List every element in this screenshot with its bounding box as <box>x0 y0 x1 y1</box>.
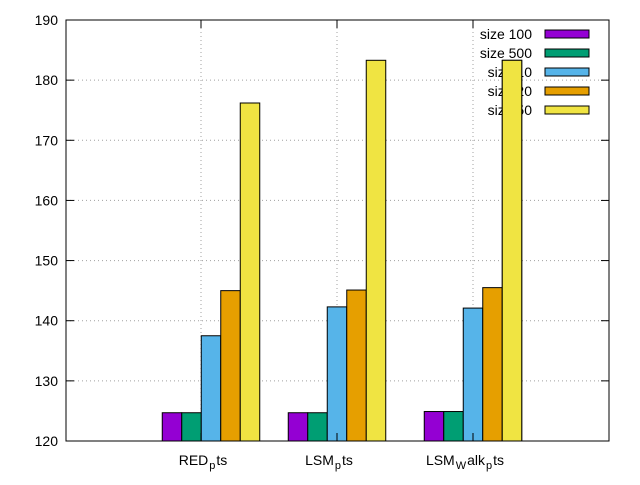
y-tick-label: 170 <box>35 132 59 148</box>
bar-overlay-size-50-2 <box>501 59 523 442</box>
bar-size-100-2 <box>423 411 445 442</box>
bar-size-50-0 <box>239 102 261 442</box>
bars-overlay <box>501 59 523 442</box>
axes: 120 130 140 150 160 170 180 190 REDpts LSMpts LSMW… <box>35 12 610 472</box>
x-category-label: LSMpts <box>305 452 353 472</box>
bar-size-100-1 <box>287 412 309 442</box>
bar-size-50-1 <box>365 59 387 442</box>
bar-size-10-0 <box>200 335 222 442</box>
y-tick-label: 120 <box>35 433 59 449</box>
y-tick-label: 150 <box>35 253 59 269</box>
legend-swatch <box>544 29 590 39</box>
y-tick-label: 160 <box>35 192 59 208</box>
x-category-label: REDpts <box>179 452 228 472</box>
legend-swatch <box>544 67 590 77</box>
bar-size-20-2 <box>482 287 503 442</box>
y-tick-label: 130 <box>35 373 59 389</box>
legend-label: size 500 <box>480 45 532 61</box>
y-tick-label: 140 <box>35 313 59 329</box>
legend-swatch <box>544 48 590 58</box>
legend-swatch <box>544 105 590 115</box>
bar-size-10-1 <box>326 306 348 442</box>
y-tick-label: 180 <box>35 72 59 88</box>
bar-size-500-1 <box>307 412 328 442</box>
bar-size-20-1 <box>346 289 367 442</box>
bar-size-10-2 <box>462 307 484 442</box>
bar-size-500-2 <box>443 411 464 442</box>
bar-size-500-0 <box>181 412 202 442</box>
bar-size-100-0 <box>161 412 183 442</box>
legend-swatch <box>544 86 590 96</box>
bar-size-20-0 <box>220 290 241 442</box>
plot-border <box>65 19 610 442</box>
x-category-label: LSMWalkpts <box>426 452 504 472</box>
legend-label: size 100 <box>480 26 532 42</box>
y-tick-label: 190 <box>35 12 59 28</box>
